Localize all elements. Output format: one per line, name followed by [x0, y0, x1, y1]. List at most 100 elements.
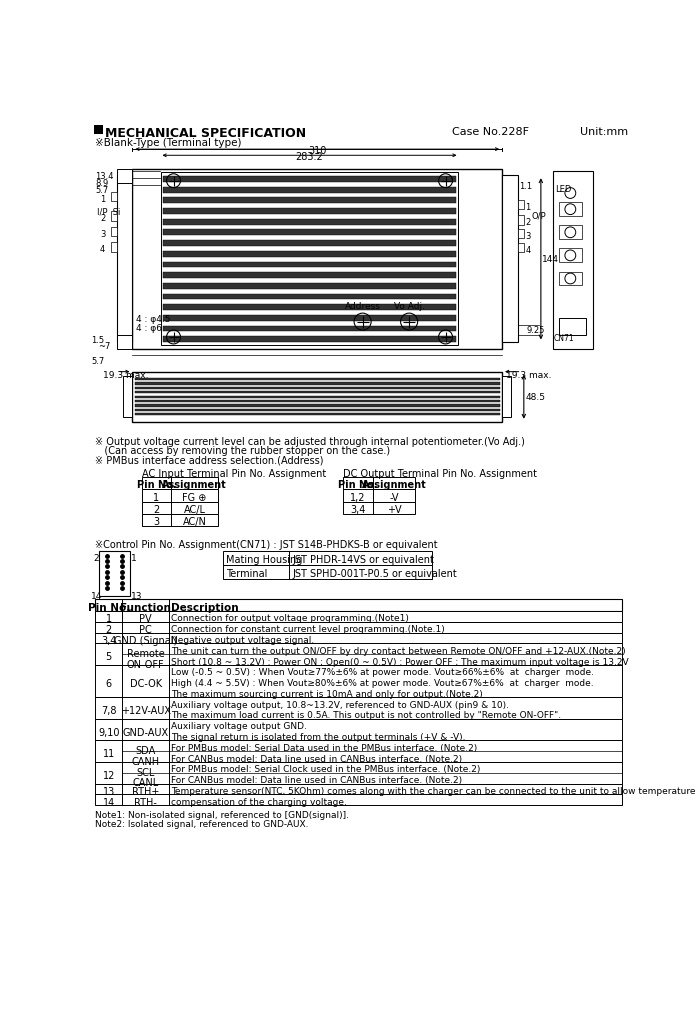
Text: ※Blank-Type (Terminal type): ※Blank-Type (Terminal type) [95, 138, 242, 148]
Bar [162, 177, 456, 182]
Text: 144: 144 [542, 255, 559, 264]
Text: 5.7: 5.7 [95, 185, 108, 195]
Text: Unit:mm: Unit:mm [580, 127, 628, 137]
Text: JST PHDR-14VS or equivalent: JST PHDR-14VS or equivalent [292, 554, 434, 565]
Text: ON-OFF: ON-OFF [127, 659, 164, 669]
Bar [95, 633, 622, 644]
Text: Terminal: Terminal [226, 569, 267, 579]
Text: The maximum sourcing current is 10mA and only for output.(Note.2): The maximum sourcing current is 10mA and… [172, 689, 483, 698]
Bar [517, 244, 524, 253]
Bar [94, 126, 103, 136]
Text: The signal return is isolated from the output terminals (+V & -V).: The signal return is isolated from the o… [172, 733, 466, 741]
Text: Vo Adj.: Vo Adj. [393, 302, 425, 311]
Bar [559, 272, 582, 286]
Text: Function: Function [120, 602, 171, 612]
Text: FG ⊕: FG ⊕ [182, 492, 206, 502]
Bar [132, 372, 502, 422]
Text: 6: 6 [106, 679, 112, 689]
Text: 1: 1 [100, 195, 105, 204]
Bar [111, 193, 117, 203]
Bar [123, 377, 132, 418]
Text: 3: 3 [526, 231, 531, 240]
Bar [162, 230, 456, 236]
Bar [223, 566, 433, 579]
Bar [141, 490, 218, 502]
Text: Note2: Isolated signal, referenced to GND-AUX.: Note2: Isolated signal, referenced to GN… [95, 819, 309, 828]
Text: 14: 14 [103, 797, 115, 807]
Bar [559, 318, 586, 335]
Bar [223, 551, 433, 566]
Text: SCL: SCL [136, 767, 155, 776]
Bar [95, 644, 622, 665]
Text: 1.1: 1.1 [519, 181, 532, 191]
Text: AC Input Terminal Pin No. Assignment: AC Input Terminal Pin No. Assignment [141, 469, 326, 479]
Bar [517, 216, 524, 225]
Text: The maximum load current is 0.5A. This output is not controlled by "Remote ON-OF: The maximum load current is 0.5A. This o… [172, 711, 561, 719]
Bar [95, 741, 622, 762]
Text: ※ PMBus interface address selection.(Address): ※ PMBus interface address selection.(Add… [95, 454, 323, 465]
Text: 7,8: 7,8 [101, 705, 117, 715]
Text: 2: 2 [526, 218, 531, 227]
Bar [162, 326, 456, 332]
Text: For CANBus model: Data line used in CANBus interface. (Note.2): For CANBus model: Data line used in CANB… [172, 754, 462, 763]
Text: JST SPHD-001T-P0.5 or equivalent: JST SPHD-001T-P0.5 or equivalent [292, 569, 457, 579]
Text: 1.5: 1.5 [92, 335, 104, 344]
Text: Low (-0.5 ~ 0.5V) : When Vout≥77%±6% at power mode. Vout≥66%±6%  at  charger  mo: Low (-0.5 ~ 0.5V) : When Vout≥77%±6% at … [172, 667, 594, 677]
Bar [111, 227, 117, 236]
Text: 4: 4 [100, 245, 105, 254]
Text: I/P  Si: I/P Si [97, 208, 120, 217]
Bar [343, 490, 415, 502]
Bar [135, 410, 500, 412]
Text: 19.3 max.: 19.3 max. [506, 371, 552, 380]
Text: 13.4: 13.4 [95, 171, 113, 180]
Bar [559, 203, 582, 217]
Bar [95, 623, 622, 633]
Bar [161, 173, 458, 346]
Text: Short (10.8 ~ 13.2V) : Power ON ; Open(0 ~ 0.5V) : Power OFF ; The maximum input: Short (10.8 ~ 13.2V) : Power ON ; Open(0… [172, 657, 629, 665]
Bar [95, 611, 622, 623]
Bar [162, 273, 456, 279]
Text: O/P: O/P [531, 212, 546, 221]
Bar [117, 170, 132, 183]
Text: PC: PC [139, 625, 152, 635]
Text: 8.9: 8.9 [95, 178, 108, 187]
Bar [95, 719, 622, 741]
Text: CANL: CANL [132, 777, 159, 788]
Bar [135, 414, 500, 416]
Text: Case No.228F: Case No.228F [452, 127, 528, 137]
Bar [162, 240, 456, 247]
Text: ※Control Pin No. Assignment(CN71) : JST S14B-PHDKS-B or equivalent: ※Control Pin No. Assignment(CN71) : JST … [95, 539, 438, 549]
Text: Pin No.: Pin No. [136, 479, 176, 489]
Bar [135, 391, 500, 394]
Bar [141, 515, 218, 527]
Bar [117, 176, 132, 343]
Text: DC Output Terminal Pin No. Assignment: DC Output Terminal Pin No. Assignment [343, 469, 538, 479]
Text: High (4.4 ~ 5.5V) : When Vout≥80%±6% at power mode. Vout≥67%±6%  at  charger  mo: High (4.4 ~ 5.5V) : When Vout≥80%±6% at … [172, 679, 594, 688]
Text: GND-AUX: GND-AUX [122, 727, 169, 737]
Text: Negative output voltage signal.: Negative output voltage signal. [172, 636, 314, 644]
Text: The unit can turn the output ON/OFF by dry contact between Remote ON/OFF and +12: The unit can turn the output ON/OFF by d… [172, 646, 626, 655]
Text: 4 : φ6: 4 : φ6 [136, 324, 162, 333]
Text: Assignment: Assignment [362, 479, 426, 489]
Text: 13: 13 [103, 786, 115, 796]
Text: CANH: CANH [132, 756, 160, 766]
Text: 48.5: 48.5 [526, 392, 545, 401]
Text: Remote: Remote [127, 648, 164, 658]
Text: +12V-AUX: +12V-AUX [120, 705, 171, 715]
Bar [343, 478, 415, 490]
Text: MECHANICAL SPECIFICATION: MECHANICAL SPECIFICATION [105, 127, 307, 140]
Text: 3,4: 3,4 [350, 504, 365, 515]
Text: Pin No.: Pin No. [338, 479, 378, 489]
Bar [95, 599, 622, 611]
Bar [95, 784, 622, 795]
Text: Connection for output voltage programming.(Note1): Connection for output voltage programmin… [172, 613, 409, 623]
Bar [135, 387, 500, 389]
Bar [141, 478, 218, 490]
Bar [162, 305, 456, 311]
Bar [135, 405, 500, 408]
Bar [111, 244, 117, 253]
Text: ~7: ~7 [98, 341, 111, 351]
Text: 1: 1 [153, 492, 160, 502]
Bar [162, 252, 456, 258]
Text: AC/L: AC/L [183, 504, 206, 515]
